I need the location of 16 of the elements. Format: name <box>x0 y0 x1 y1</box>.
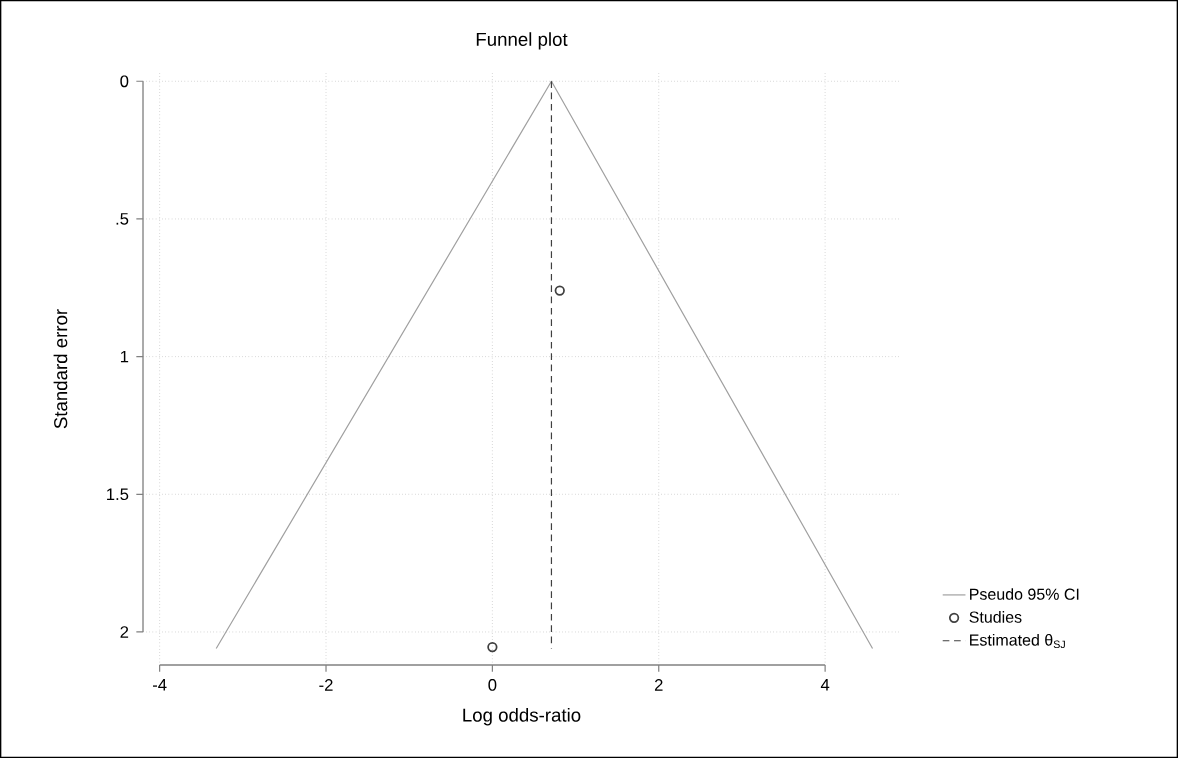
x-tick-label: 0 <box>488 679 497 691</box>
y-tick-label: 1.5 <box>107 488 129 501</box>
x-tick-label: 2 <box>654 679 663 691</box>
y-tick-label: 0 <box>120 75 129 88</box>
x-axis-title: Log odds-ratio <box>463 708 581 726</box>
x-tick-label: -2 <box>319 679 333 691</box>
legend-label: Studies <box>969 611 1022 623</box>
y-tick-label: 2 <box>120 626 129 638</box>
x-tick-label: -4 <box>152 679 167 691</box>
y-tick-label: .5 <box>116 213 129 225</box>
y-tick-label: 1 <box>120 350 129 363</box>
chart-title: Funnel plot <box>476 32 568 50</box>
x-tick-label: 4 <box>820 679 830 691</box>
y-axis-title: Standard error <box>53 309 68 429</box>
legend-label: Pseudo 95% CI <box>970 588 1079 600</box>
legend-label: Estimated θ$_{SJ}$ <box>970 633 1065 649</box>
